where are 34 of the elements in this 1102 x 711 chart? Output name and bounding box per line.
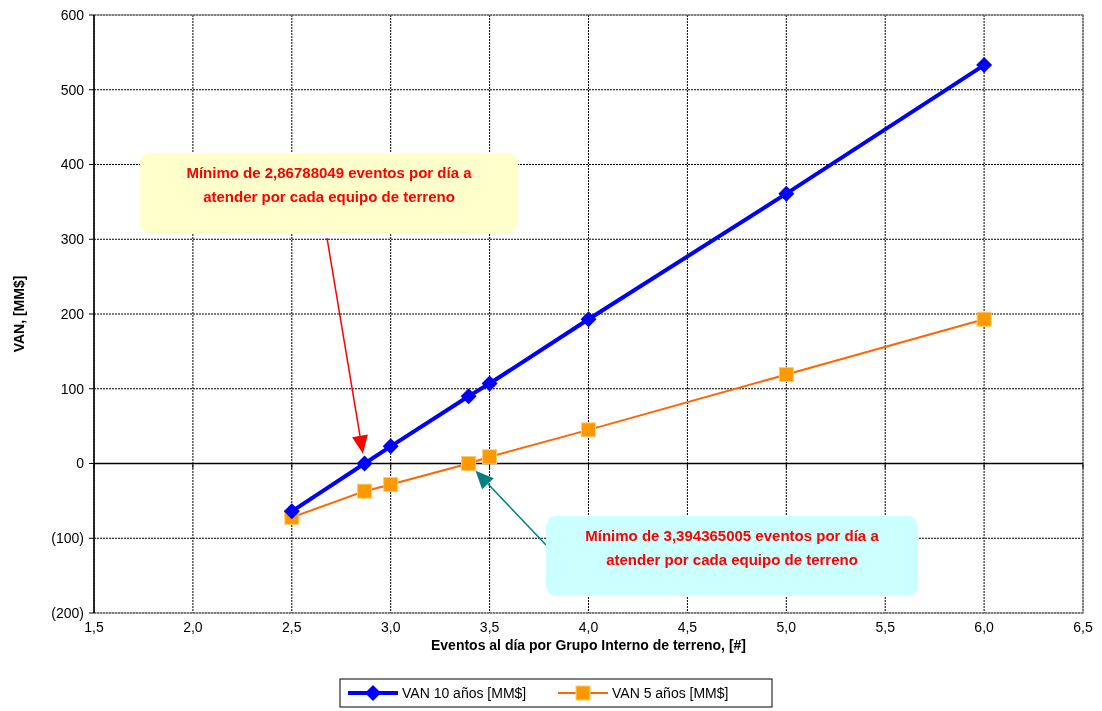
y-tick-label: 600: [60, 6, 85, 23]
legend-label: VAN 5 años [MM$]: [612, 685, 729, 701]
x-tick-label: 4,5: [677, 619, 698, 635]
point: [580, 311, 597, 328]
x-tick-label: 6,5: [1073, 619, 1093, 635]
x-axis-title: Eventos al día por Grupo Interno de terreno, [#]: [430, 637, 747, 653]
y-tick-label: (100): [51, 530, 84, 547]
y-tick-label: (200): [51, 604, 84, 621]
point: [976, 57, 993, 74]
x-tick-label: 2,0: [183, 619, 203, 635]
legend-label: VAN 10 años [MM$]: [402, 685, 527, 701]
point: [460, 388, 477, 405]
y-tick-label: 100: [60, 380, 85, 397]
annotation: Mínimo de 2,86788049 eventos por día a atender por cada equipo de terreno: [186, 164, 473, 205]
point: [283, 503, 300, 520]
x-tick-label: 6,0: [974, 619, 995, 635]
point: [356, 455, 373, 472]
annotation: Mínimo de 3,394365005 eventos por día a atender por cada equipo de terreno: [585, 527, 880, 568]
x-tick-label: 1,5: [84, 619, 104, 635]
x-tick-label: 2,5: [282, 619, 302, 635]
y-tick-label: 500: [60, 81, 85, 98]
y-tick-label: 0: [76, 455, 85, 472]
point: [481, 375, 498, 392]
y-tick-label: 400: [60, 156, 85, 173]
x-tick-label: 5,5: [875, 619, 896, 635]
y-tick-label: 200: [60, 305, 85, 322]
x-tick-label: 5,0: [776, 619, 797, 635]
y-axis-title: VAN, [MM$]: [11, 275, 27, 353]
y-tick-label: 300: [60, 231, 85, 248]
point: [382, 438, 399, 455]
point: [778, 185, 795, 202]
x-tick-label: 4,0: [578, 619, 599, 635]
x-tick-label: 3,0: [380, 619, 401, 635]
x-tick-label: 3,5: [479, 619, 500, 635]
